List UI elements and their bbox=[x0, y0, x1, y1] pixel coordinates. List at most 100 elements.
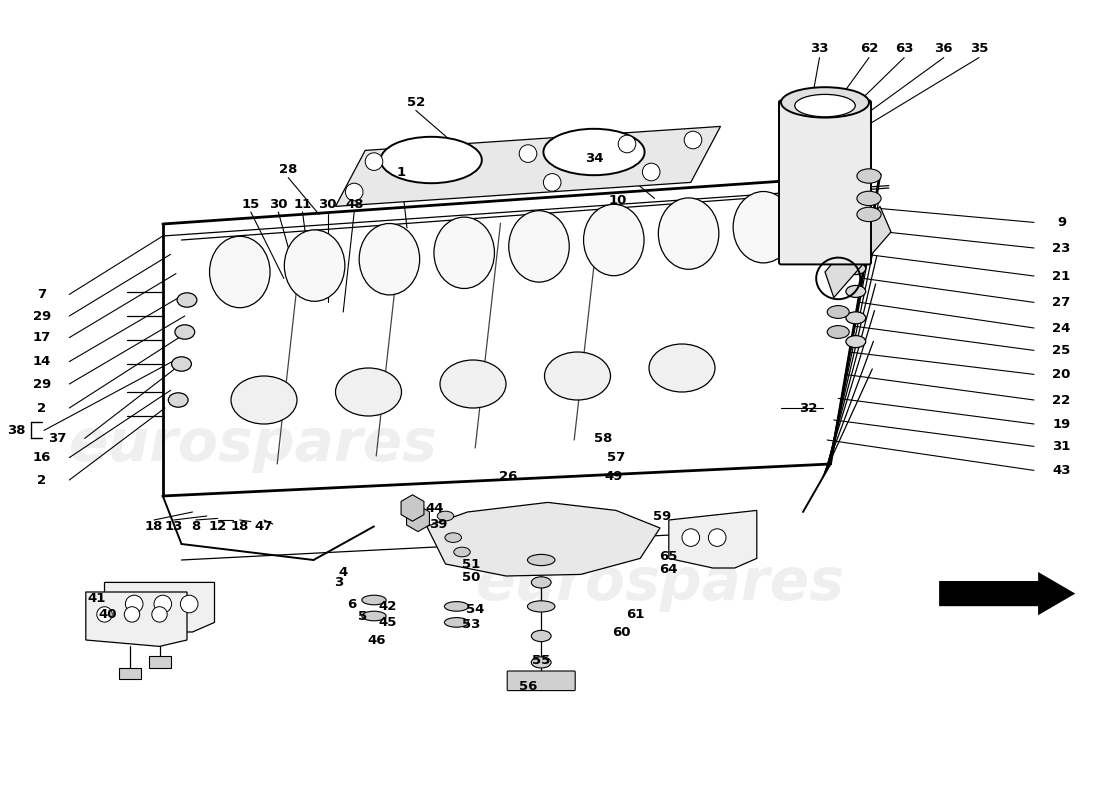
Text: 30: 30 bbox=[270, 198, 287, 210]
Ellipse shape bbox=[231, 376, 297, 424]
Polygon shape bbox=[825, 206, 891, 298]
Text: 4: 4 bbox=[339, 566, 348, 578]
Ellipse shape bbox=[857, 169, 881, 183]
Text: 27: 27 bbox=[1053, 296, 1070, 309]
Text: 2: 2 bbox=[37, 402, 46, 414]
Text: 53: 53 bbox=[462, 618, 480, 630]
Ellipse shape bbox=[658, 198, 719, 270]
Text: 63: 63 bbox=[895, 42, 913, 54]
Text: 21: 21 bbox=[1053, 270, 1070, 282]
Text: 30: 30 bbox=[319, 198, 337, 210]
Ellipse shape bbox=[381, 137, 482, 183]
Bar bbox=[148, 656, 170, 668]
Text: 8: 8 bbox=[191, 520, 200, 533]
Circle shape bbox=[543, 174, 561, 191]
Circle shape bbox=[180, 595, 198, 613]
Text: 6: 6 bbox=[348, 598, 356, 610]
Text: 11: 11 bbox=[294, 198, 311, 210]
Text: 52: 52 bbox=[407, 96, 425, 109]
Text: 29: 29 bbox=[33, 378, 51, 390]
Polygon shape bbox=[336, 126, 720, 206]
Circle shape bbox=[345, 183, 363, 201]
Ellipse shape bbox=[846, 336, 866, 347]
Ellipse shape bbox=[336, 368, 402, 416]
Circle shape bbox=[684, 131, 702, 149]
Text: 12: 12 bbox=[209, 520, 227, 533]
Text: 42: 42 bbox=[378, 600, 396, 613]
Ellipse shape bbox=[649, 344, 715, 392]
Text: 40: 40 bbox=[99, 608, 117, 621]
Circle shape bbox=[152, 606, 167, 622]
Ellipse shape bbox=[846, 239, 866, 251]
Ellipse shape bbox=[175, 325, 195, 339]
Ellipse shape bbox=[531, 657, 551, 668]
Ellipse shape bbox=[846, 168, 866, 180]
Text: 51: 51 bbox=[462, 558, 480, 570]
Ellipse shape bbox=[528, 601, 556, 612]
Text: 43: 43 bbox=[1053, 464, 1070, 477]
Ellipse shape bbox=[794, 94, 856, 117]
Text: 22: 22 bbox=[1053, 394, 1070, 406]
Ellipse shape bbox=[359, 223, 420, 295]
Text: 18: 18 bbox=[145, 520, 163, 533]
Text: 29: 29 bbox=[33, 310, 51, 322]
Text: 64: 64 bbox=[660, 563, 678, 576]
Text: 54: 54 bbox=[466, 603, 484, 616]
Ellipse shape bbox=[734, 191, 794, 263]
FancyBboxPatch shape bbox=[779, 100, 871, 264]
Text: 34: 34 bbox=[585, 152, 603, 165]
Text: 13: 13 bbox=[165, 520, 183, 533]
Ellipse shape bbox=[362, 611, 386, 621]
Ellipse shape bbox=[444, 618, 469, 627]
Text: 59: 59 bbox=[653, 510, 671, 522]
Text: 33: 33 bbox=[811, 42, 828, 54]
Text: 46: 46 bbox=[367, 634, 385, 646]
Text: 1: 1 bbox=[397, 166, 406, 178]
Text: 61: 61 bbox=[627, 608, 645, 621]
Ellipse shape bbox=[177, 293, 197, 307]
Ellipse shape bbox=[846, 262, 866, 274]
Text: 20: 20 bbox=[1053, 368, 1070, 381]
Text: 36: 36 bbox=[935, 42, 953, 54]
Text: 57: 57 bbox=[607, 451, 625, 464]
Text: 41: 41 bbox=[88, 592, 106, 605]
Circle shape bbox=[365, 153, 383, 170]
FancyBboxPatch shape bbox=[507, 671, 575, 690]
Bar bbox=[119, 668, 141, 679]
Text: 32: 32 bbox=[800, 402, 817, 414]
Ellipse shape bbox=[453, 547, 471, 557]
Polygon shape bbox=[427, 502, 660, 576]
Ellipse shape bbox=[846, 286, 866, 298]
Text: 58: 58 bbox=[594, 432, 612, 445]
Ellipse shape bbox=[544, 352, 610, 400]
Ellipse shape bbox=[440, 360, 506, 408]
Ellipse shape bbox=[531, 577, 551, 588]
Ellipse shape bbox=[846, 312, 866, 324]
Text: 62: 62 bbox=[860, 42, 878, 54]
Text: 15: 15 bbox=[242, 198, 260, 210]
Ellipse shape bbox=[528, 554, 556, 566]
Text: 3: 3 bbox=[334, 576, 343, 589]
Ellipse shape bbox=[284, 230, 345, 302]
Text: 10: 10 bbox=[609, 194, 627, 206]
Text: 38: 38 bbox=[8, 424, 25, 437]
Text: 7: 7 bbox=[37, 288, 46, 301]
Ellipse shape bbox=[543, 129, 645, 175]
Circle shape bbox=[642, 163, 660, 181]
Text: 55: 55 bbox=[532, 654, 550, 666]
Circle shape bbox=[125, 595, 143, 613]
Text: 17: 17 bbox=[33, 331, 51, 344]
Ellipse shape bbox=[362, 595, 386, 605]
Ellipse shape bbox=[438, 511, 454, 521]
Text: 44: 44 bbox=[426, 502, 443, 514]
Text: 2: 2 bbox=[37, 474, 46, 486]
Text: 56: 56 bbox=[519, 680, 537, 693]
Text: 49: 49 bbox=[605, 470, 623, 482]
Text: 18: 18 bbox=[231, 520, 249, 533]
Circle shape bbox=[124, 606, 140, 622]
Text: 35: 35 bbox=[970, 42, 988, 54]
Polygon shape bbox=[940, 574, 1072, 613]
Circle shape bbox=[97, 606, 112, 622]
Text: 65: 65 bbox=[660, 550, 678, 562]
Text: 24: 24 bbox=[1053, 322, 1070, 334]
